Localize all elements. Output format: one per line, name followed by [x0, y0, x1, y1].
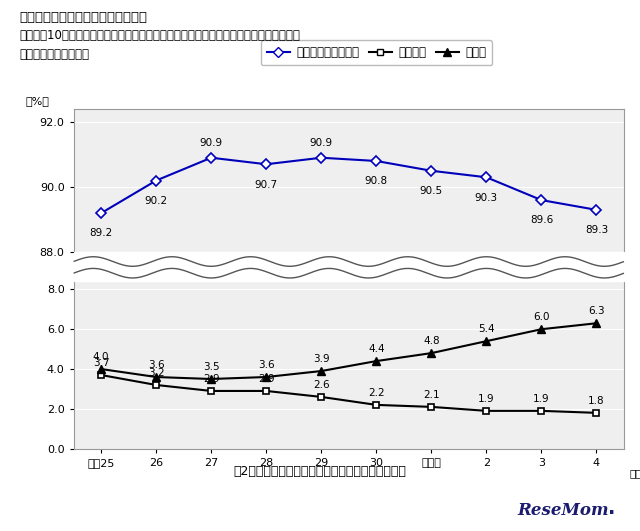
Text: 3.2: 3.2 [148, 368, 164, 378]
Text: 1.9: 1.9 [533, 394, 550, 404]
Text: 89.3: 89.3 [585, 225, 608, 235]
Text: 90.9: 90.9 [200, 138, 223, 148]
Text: 2.1: 2.1 [423, 390, 440, 400]
Text: 5.4: 5.4 [478, 324, 495, 334]
Text: ReseMom: ReseMom [517, 502, 609, 519]
Text: 90.2: 90.2 [145, 196, 168, 206]
Text: 3.7: 3.7 [93, 358, 109, 368]
Text: 4.4: 4.4 [368, 344, 385, 354]
Text: 2.2: 2.2 [368, 388, 385, 398]
Text: 90.5: 90.5 [420, 186, 443, 196]
Text: 90.3: 90.3 [475, 193, 498, 202]
Text: 89.6: 89.6 [530, 216, 553, 225]
Text: （%）: （%） [26, 96, 49, 106]
Text: 90.9: 90.9 [310, 138, 333, 148]
Text: 図２のとおりです。: 図２のとおりです。 [19, 48, 89, 61]
Text: 3.5: 3.5 [203, 362, 220, 372]
Text: 90.7: 90.7 [255, 179, 278, 190]
Text: 6.3: 6.3 [588, 306, 605, 316]
Text: 4.8: 4.8 [423, 336, 440, 346]
Text: 89.2: 89.2 [90, 228, 113, 238]
Text: 2.6: 2.6 [313, 380, 330, 390]
Text: 3.6: 3.6 [148, 360, 164, 370]
Legend: 全日制（高専含む）, 定時制計, 通信制: 全日制（高専含む）, 定時制計, 通信制 [260, 40, 492, 65]
Text: 過去10年間の卒業者総数に対する高等学校等への課程別進学者の構成比の推移は、: 過去10年間の卒業者総数に対する高等学校等への課程別進学者の構成比の推移は、 [19, 29, 300, 42]
Text: 2.9: 2.9 [203, 374, 220, 384]
Text: 図2　高等学校等への課程別進学者の構成比の推移: 図2 高等学校等への課程別進学者の構成比の推移 [234, 465, 406, 477]
Text: （年度）: （年度） [630, 468, 640, 478]
Text: 4.0: 4.0 [93, 352, 109, 362]
Text: 90.8: 90.8 [365, 176, 388, 186]
Text: 3.6: 3.6 [258, 360, 275, 370]
Text: 1.8: 1.8 [588, 396, 605, 406]
Text: 2.9: 2.9 [258, 374, 275, 384]
Text: （１）高等学校等への課程別進学率: （１）高等学校等への課程別進学率 [19, 11, 147, 23]
Text: 3.9: 3.9 [313, 354, 330, 364]
Text: .: . [607, 499, 615, 518]
Text: 6.0: 6.0 [533, 312, 550, 322]
Text: 1.9: 1.9 [478, 394, 495, 404]
